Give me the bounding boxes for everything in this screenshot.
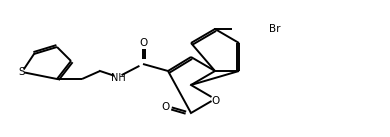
Text: O: O: [162, 102, 170, 112]
Text: Br: Br: [269, 24, 280, 34]
Text: O: O: [139, 38, 147, 48]
Text: NH: NH: [111, 73, 125, 83]
Text: O: O: [211, 96, 219, 106]
Text: S: S: [19, 67, 25, 77]
